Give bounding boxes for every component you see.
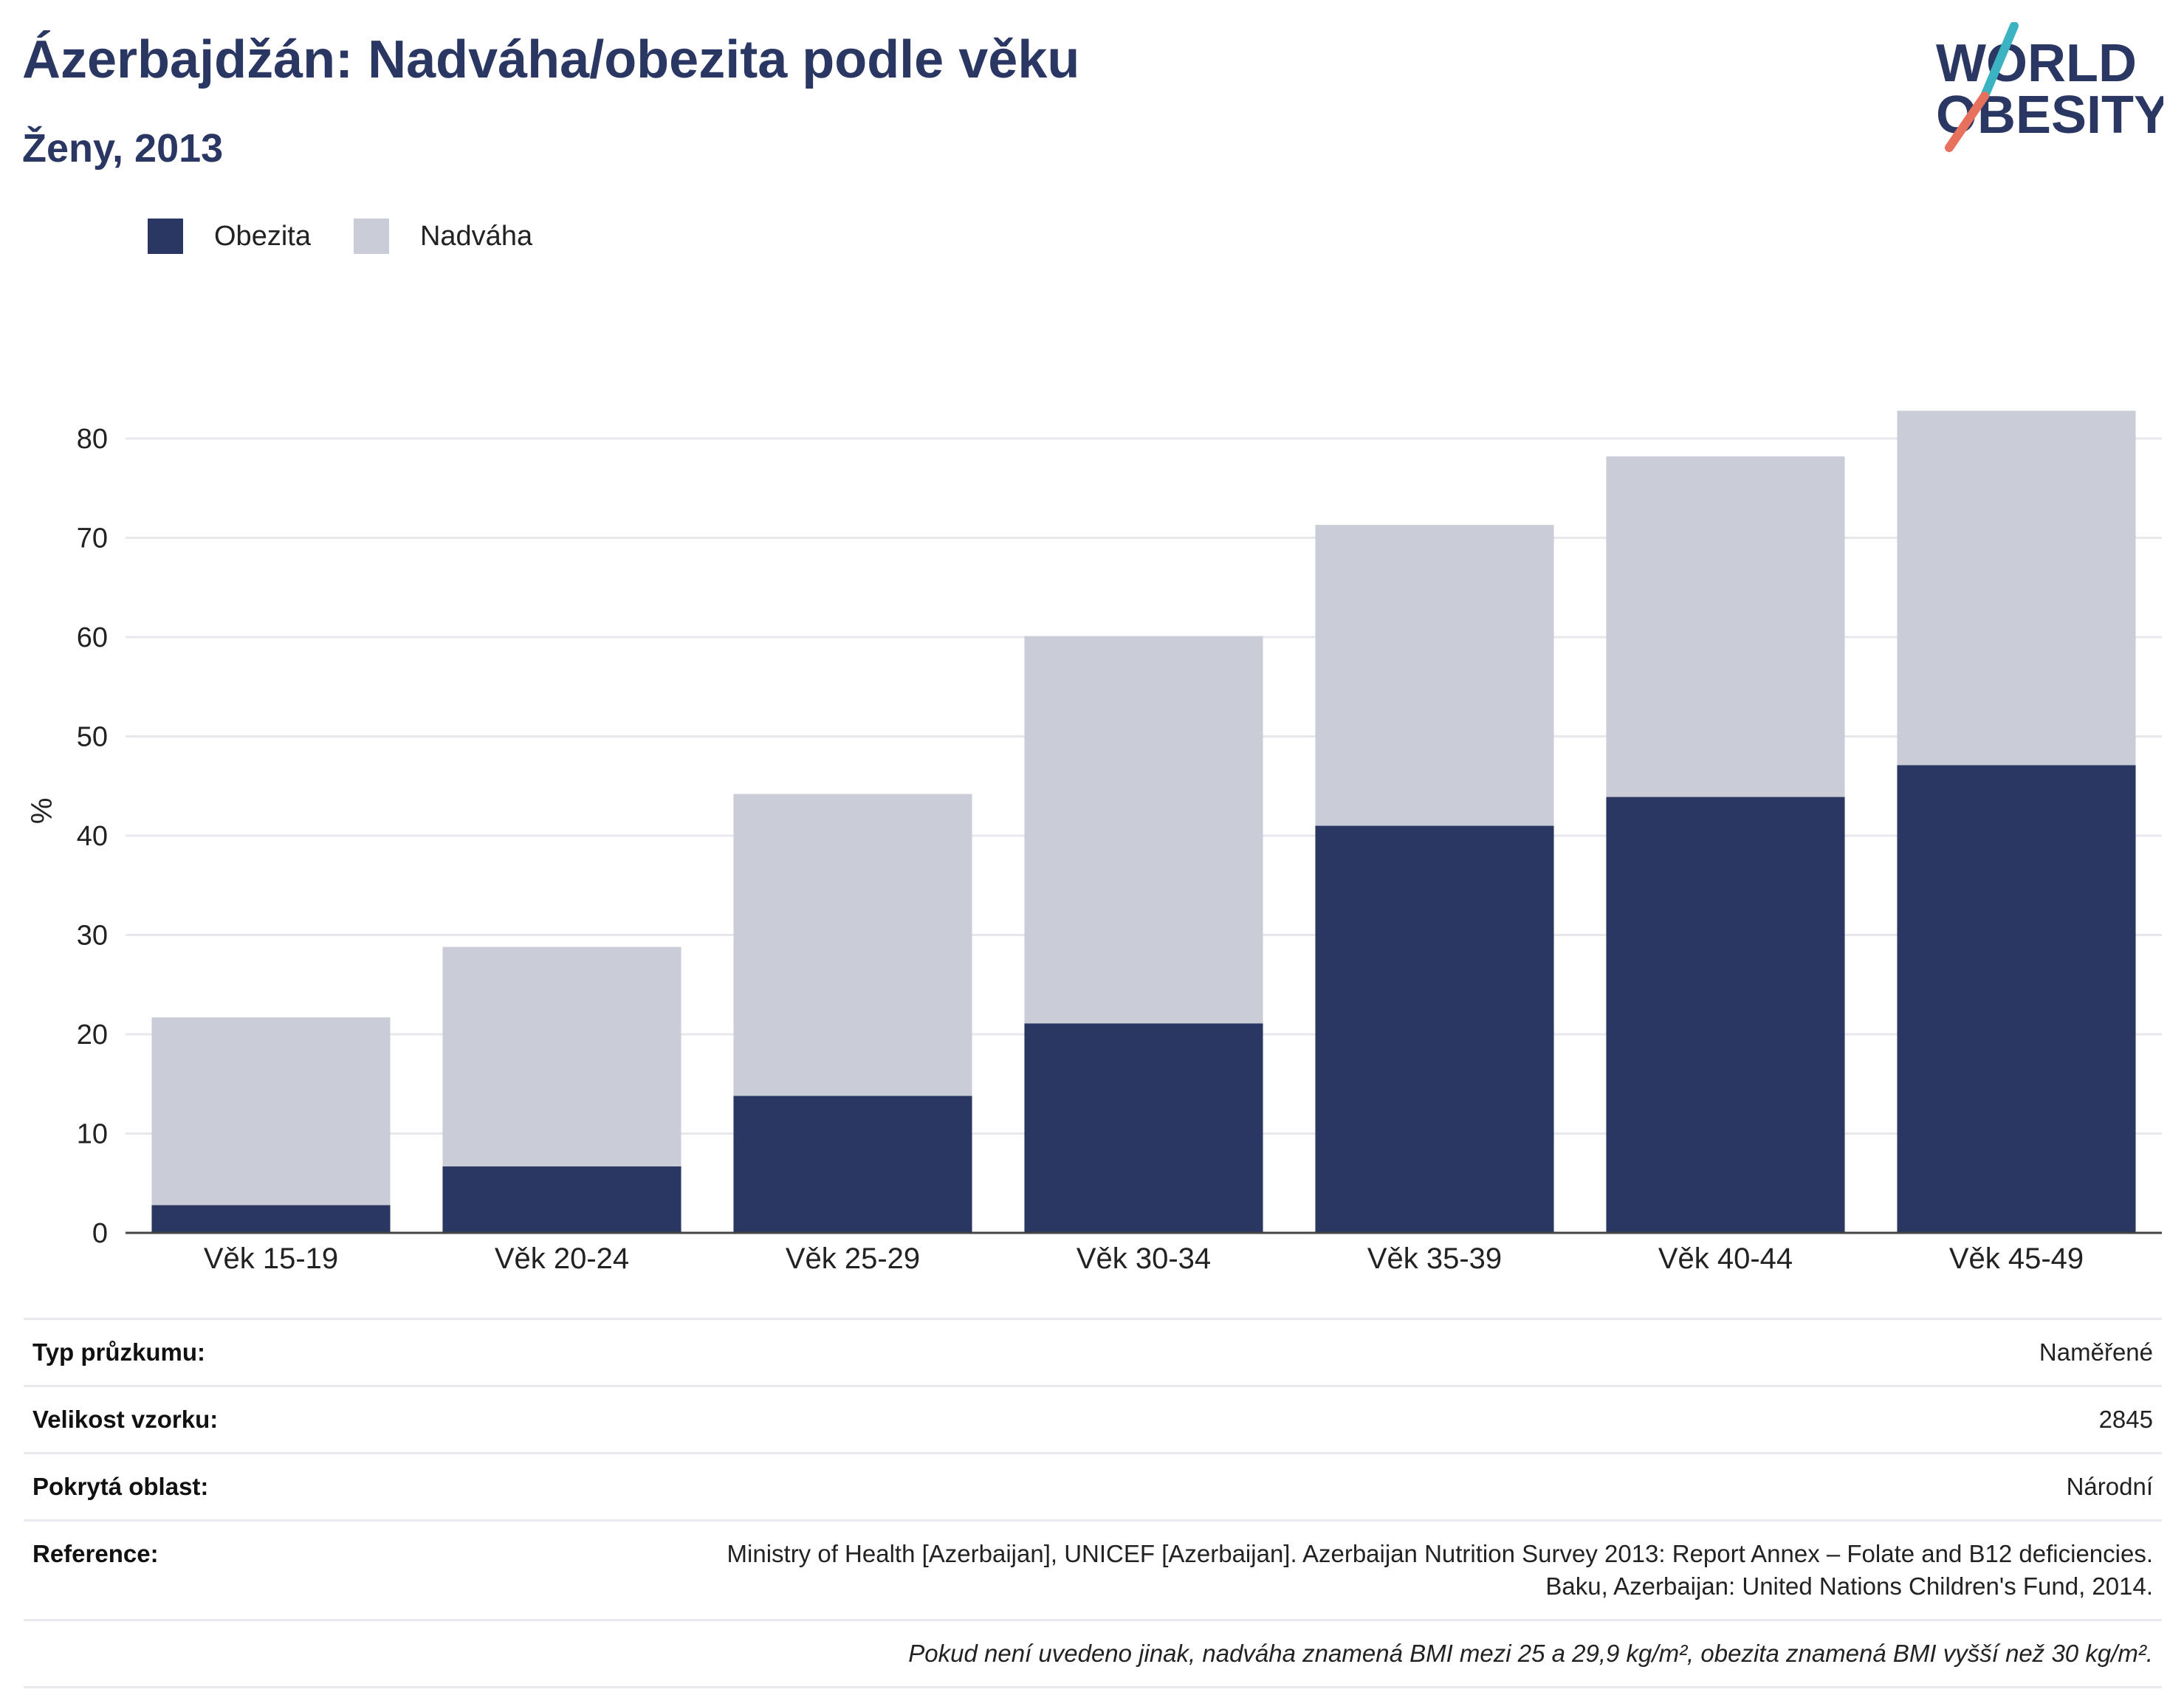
world-obesity-logo: WORLD OBESITY — [1936, 22, 2163, 152]
info-row-survey-type: Typ průzkumu: Naměřené — [24, 1318, 2162, 1386]
bmi-definition-note: Pokud není uvedeno jinak, nadváha znamen… — [24, 1619, 2162, 1688]
reference-line-1: Ministry of Health [Azerbaijan], UNICEF … — [727, 1540, 2153, 1567]
y-tick-label: 80 — [77, 424, 108, 455]
y-tick-label: 30 — [77, 921, 108, 952]
bar-overweight — [1024, 636, 1263, 1024]
reference-line-2: Baku, Azerbaijan: United Nations Childre… — [1545, 1572, 2153, 1600]
legend-label-overweight: Nadváha — [419, 220, 533, 252]
survey-info-table: Typ průzkumu: Naměřené Velikost vzorku: … — [24, 1318, 2162, 1688]
y-tick-label: 40 — [77, 821, 108, 852]
bar-overweight — [1606, 456, 1845, 797]
y-tick-label: 20 — [77, 1020, 108, 1051]
reference-label: Reference: — [24, 1519, 288, 1620]
bar-obesity — [1606, 797, 1845, 1233]
chart-subtitle: Ženy, 2013 — [22, 126, 224, 171]
x-tick-label: Věk 15-19 — [204, 1242, 338, 1275]
y-tick-label: 10 — [77, 1119, 108, 1150]
bar-overweight — [442, 946, 681, 1166]
stacked-bar-chart: 0 10 20 30 40 50 60 70 80% Věk 15-19 Věk 20-24 Věk … — [26, 410, 2162, 1275]
info-row-area: Pokrytá oblast: Národní — [24, 1452, 2162, 1521]
bar-overweight — [151, 1017, 391, 1206]
info-row-reference: Reference: Ministry of Health [Azerbaija… — [24, 1519, 2162, 1620]
y-tick-label: 50 — [77, 722, 108, 753]
reference-value: Ministry of Health [Azerbaijan], UNICEF … — [287, 1519, 2162, 1620]
bar-obesity — [151, 1205, 391, 1233]
bar-overweight — [1897, 410, 2136, 766]
area-label: Pokrytá oblast: — [24, 1452, 288, 1521]
x-tick-label: Věk 20-24 — [495, 1242, 629, 1275]
bar-obesity — [442, 1166, 681, 1233]
info-row-sample-size: Velikost vzorku: 2845 — [24, 1385, 2162, 1454]
bar-overweight — [733, 794, 972, 1096]
survey-type-value: Naměřené — [287, 1318, 2162, 1386]
x-tick-label: Věk 25-29 — [786, 1242, 920, 1275]
legend-item-overweight: Nadváha — [353, 219, 533, 254]
y-axis-label: % — [26, 798, 58, 825]
logo-line-1: WORLD — [1936, 34, 2137, 93]
bar-obesity — [1024, 1023, 1263, 1233]
legend-item-obesity: Obezita — [148, 219, 311, 254]
sample-size-label: Velikost vzorku: — [24, 1385, 288, 1454]
bar-obesity — [1897, 765, 2136, 1233]
x-tick-label: Věk 45-49 — [1949, 1242, 2084, 1275]
bar-overweight — [1315, 525, 1554, 826]
chart-legend: Obezita Nadváha — [148, 219, 575, 254]
info-row-note: Pokud není uvedeno jinak, nadváha znamen… — [24, 1619, 2162, 1688]
y-tick-label: 60 — [77, 622, 108, 653]
area-value: Národní — [287, 1452, 2162, 1521]
survey-type-label: Typ průzkumu: — [24, 1318, 288, 1386]
x-tick-label: Věk 35-39 — [1367, 1242, 1502, 1275]
legend-label-obesity: Obezita — [214, 220, 311, 252]
sample-size-value: 2845 — [287, 1385, 2162, 1454]
bar-obesity — [1315, 825, 1554, 1233]
x-tick-label: Věk 40-44 — [1658, 1242, 1793, 1275]
y-tick-label: 70 — [77, 523, 108, 554]
y-tick-label: 0 — [92, 1218, 108, 1249]
chart-title: Ázerbajdžán: Nadváha/obezita podle věku — [22, 30, 1080, 89]
legend-swatch-overweight — [353, 219, 389, 254]
x-tick-label: Věk 30-34 — [1076, 1242, 1211, 1275]
bar-obesity — [733, 1096, 972, 1233]
legend-swatch-obesity — [148, 219, 183, 254]
